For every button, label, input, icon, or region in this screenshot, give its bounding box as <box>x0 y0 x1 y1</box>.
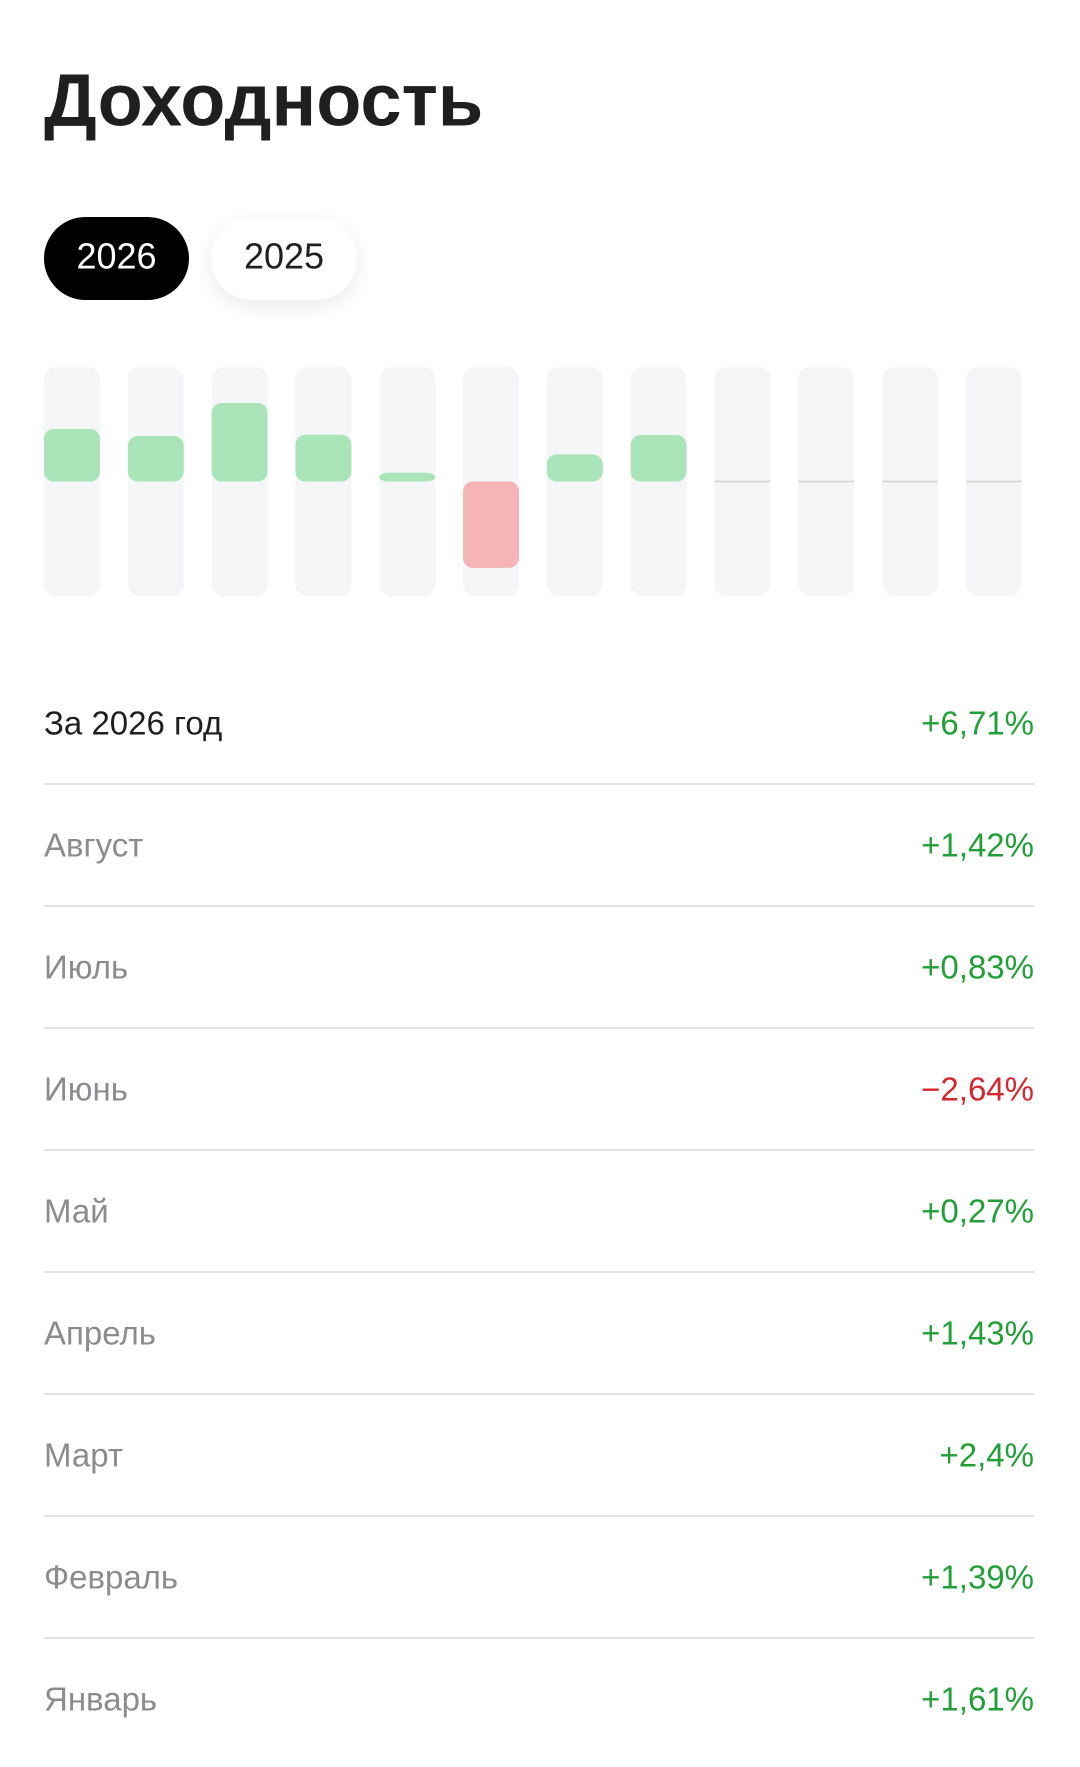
month-label: Март <box>44 1437 123 1474</box>
month-label: Июль <box>44 949 128 986</box>
page-title: Доходность <box>44 59 483 142</box>
month-label: Февраль <box>44 1559 178 1596</box>
month-label: Январь <box>44 1681 157 1718</box>
month-label: Август <box>44 827 143 864</box>
bar <box>211 402 268 482</box>
month-value: +2,4% <box>940 1437 1035 1474</box>
summary-label: За 2026 год <box>44 705 222 742</box>
tab-active[interactable] <box>44 217 189 300</box>
month-label: Май <box>44 1193 109 1230</box>
month-label: Апрель <box>44 1315 156 1352</box>
bar <box>295 434 352 482</box>
bar <box>630 435 687 482</box>
bar <box>379 472 436 482</box>
month-value: −2,64% <box>921 1071 1034 1108</box>
summary-value: +6,71% <box>921 705 1034 742</box>
bar <box>127 436 184 482</box>
month-value: +0,83% <box>921 949 1034 986</box>
bar <box>463 481 519 568</box>
tab[interactable] <box>211 217 357 300</box>
month-value: +0,27% <box>921 1193 1034 1230</box>
month-value: +1,43% <box>921 1315 1034 1352</box>
month-value: +1,42% <box>921 827 1034 864</box>
bar <box>44 428 100 482</box>
year-tabs: 2026 2025 <box>44 217 357 300</box>
month-value: +1,39% <box>921 1559 1034 1596</box>
tab-label[interactable]: 2026 <box>76 236 156 277</box>
month-value: +1,61% <box>921 1681 1034 1718</box>
bar <box>546 454 603 482</box>
tab-label[interactable]: 2025 <box>244 236 324 277</box>
month-label: Июнь <box>44 1071 128 1108</box>
